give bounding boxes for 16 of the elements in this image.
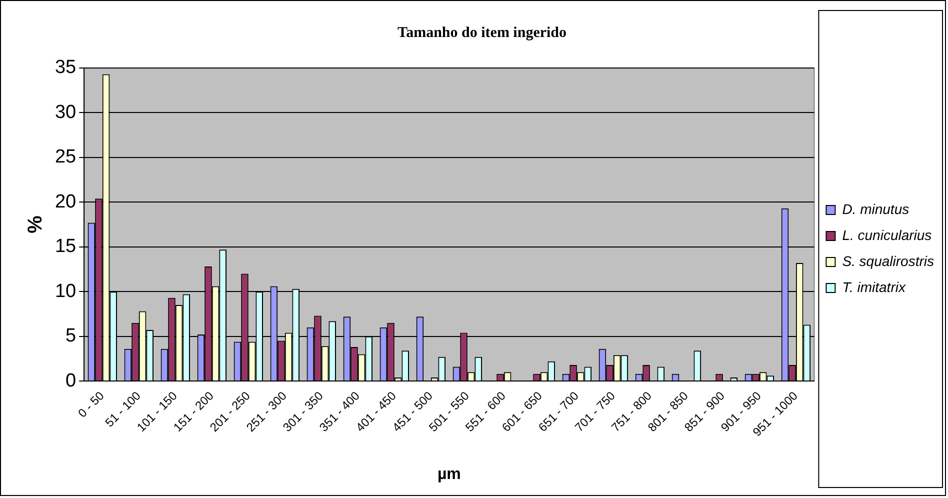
legend-label: S. squalirostris	[842, 252, 934, 269]
y-tick-label: 0	[66, 370, 76, 392]
legend-label: T. imitatrix	[842, 278, 906, 295]
y-tick-label: 15	[54, 236, 76, 258]
y-tick-label: 10	[54, 280, 76, 302]
x-axis-title: µm	[437, 466, 461, 483]
y-tick-label: 25	[54, 146, 76, 168]
legend-label: L. cunicularius	[842, 226, 932, 243]
y-tick-label: 30	[54, 102, 76, 123]
y-tick-label: 5	[66, 326, 76, 347]
y-tick-label: 20	[54, 191, 76, 212]
y-tick-label: 35	[54, 57, 76, 78]
x-tick-label: 0 - 50	[75, 388, 108, 420]
legend-label: D. minutus	[842, 200, 910, 217]
y-axis-title: %	[24, 215, 47, 234]
chart-title: Tamanho do item ingerido	[397, 24, 567, 41]
